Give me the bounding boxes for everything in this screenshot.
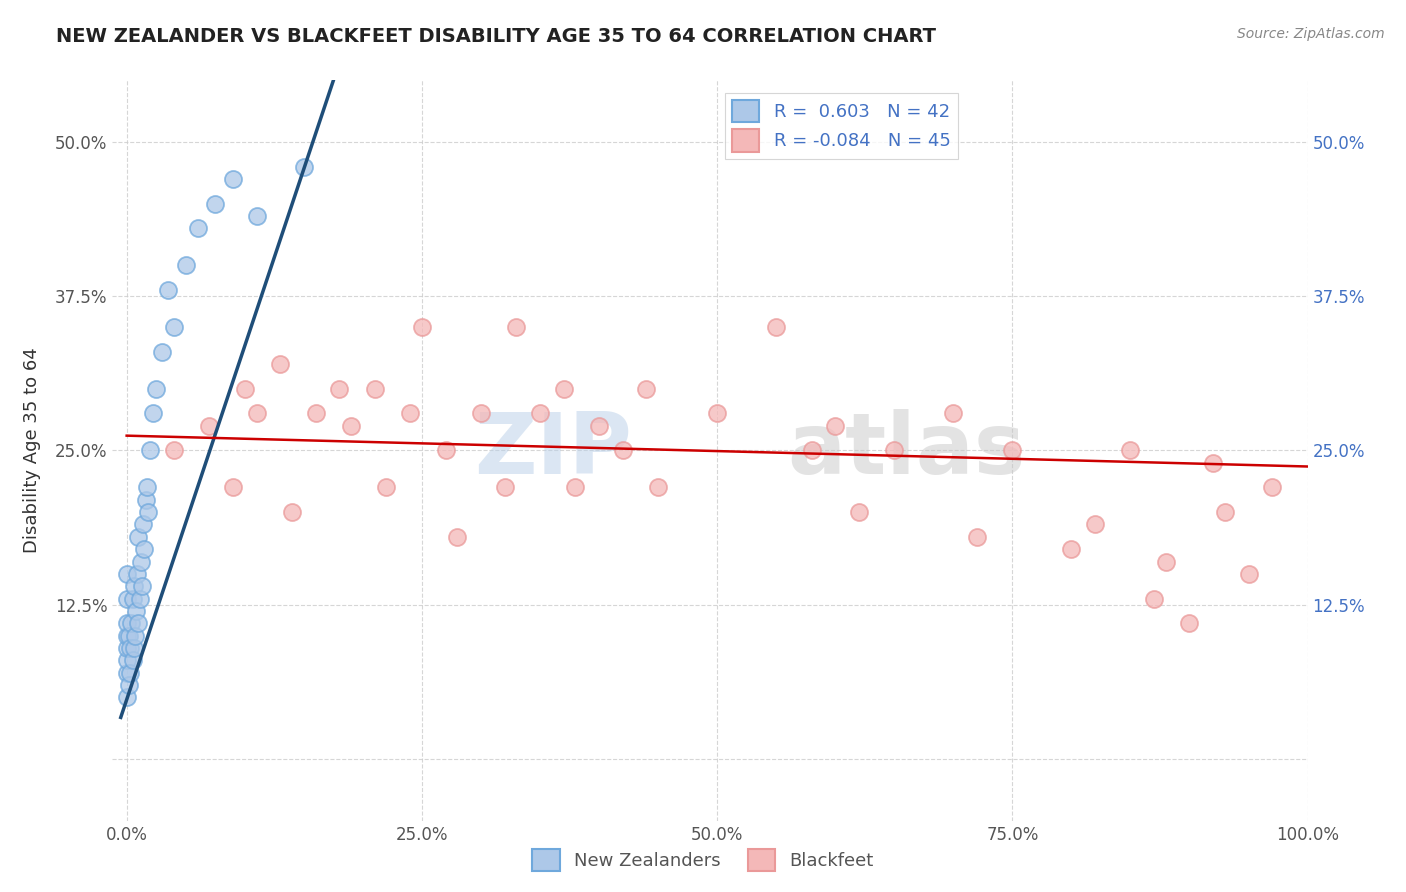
Point — [136, 505, 159, 519]
Point — [139, 443, 162, 458]
Point — [115, 690, 138, 705]
Point — [186, 221, 208, 235]
Point — [145, 382, 167, 396]
Legend: R =  0.603   N = 42, R = -0.084   N = 45: R = 0.603 N = 42, R = -0.084 N = 45 — [725, 93, 957, 159]
Point — [127, 530, 149, 544]
Point — [1213, 505, 1236, 519]
Point — [150, 344, 173, 359]
Point — [765, 320, 787, 334]
Point — [375, 481, 398, 495]
Point — [120, 665, 142, 680]
Point — [118, 678, 141, 692]
Point — [127, 566, 149, 581]
Point — [706, 407, 728, 421]
Point — [281, 505, 304, 519]
Point — [411, 320, 433, 334]
Point — [1261, 481, 1284, 495]
Point — [118, 629, 141, 643]
Point — [132, 517, 155, 532]
Point — [1060, 542, 1083, 557]
Y-axis label: Disability Age 35 to 64: Disability Age 35 to 64 — [22, 348, 41, 553]
Point — [1154, 554, 1177, 569]
Point — [883, 443, 905, 458]
Point — [142, 407, 165, 421]
Point — [434, 443, 457, 458]
Point — [115, 566, 138, 581]
Point — [292, 160, 315, 174]
Point — [128, 591, 150, 606]
Point — [505, 320, 527, 334]
Point — [399, 407, 422, 421]
Text: Source: ZipAtlas.com: Source: ZipAtlas.com — [1237, 27, 1385, 41]
Point — [824, 418, 846, 433]
Point — [942, 407, 965, 421]
Point — [163, 320, 186, 334]
Point — [647, 481, 669, 495]
Point — [1202, 456, 1225, 470]
Point — [122, 579, 145, 593]
Point — [198, 418, 221, 433]
Point — [135, 492, 157, 507]
Point — [529, 407, 551, 421]
Point — [204, 196, 226, 211]
Point — [245, 407, 267, 421]
Point — [245, 209, 267, 223]
Point — [966, 530, 988, 544]
Point — [120, 640, 142, 655]
Point — [1084, 517, 1107, 532]
Point — [156, 283, 179, 297]
Point — [494, 481, 516, 495]
Point — [470, 407, 492, 421]
Point — [122, 640, 145, 655]
Point — [124, 629, 146, 643]
Point — [120, 616, 142, 631]
Point — [446, 530, 468, 544]
Point — [363, 382, 385, 396]
Point — [115, 591, 138, 606]
Point — [222, 172, 245, 186]
Point — [304, 407, 326, 421]
Point — [340, 418, 363, 433]
Point — [135, 481, 157, 495]
Point — [129, 554, 152, 569]
Point — [115, 653, 138, 667]
Legend: New Zealanders, Blackfeet: New Zealanders, Blackfeet — [526, 842, 880, 879]
Point — [612, 443, 634, 458]
Point — [588, 418, 610, 433]
Point — [1143, 591, 1166, 606]
Point — [115, 665, 138, 680]
Point — [174, 259, 197, 273]
Point — [115, 640, 138, 655]
Point — [848, 505, 870, 519]
Text: ZIP: ZIP — [475, 409, 633, 492]
Text: NEW ZEALANDER VS BLACKFEET DISABILITY AGE 35 TO 64 CORRELATION CHART: NEW ZEALANDER VS BLACKFEET DISABILITY AG… — [56, 27, 936, 45]
Point — [328, 382, 350, 396]
Point — [269, 357, 291, 371]
Point — [127, 616, 149, 631]
Text: atlas: atlas — [787, 409, 1026, 492]
Point — [1119, 443, 1142, 458]
Point — [1178, 616, 1201, 631]
Point — [1237, 566, 1260, 581]
Point — [564, 481, 586, 495]
Point — [125, 604, 148, 618]
Point — [1001, 443, 1024, 458]
Point — [222, 481, 245, 495]
Point — [115, 629, 138, 643]
Point — [121, 653, 143, 667]
Point — [121, 591, 143, 606]
Point — [134, 542, 156, 557]
Point — [131, 579, 153, 593]
Point — [233, 382, 256, 396]
Point — [800, 443, 823, 458]
Point — [115, 616, 138, 631]
Point — [163, 443, 186, 458]
Point — [553, 382, 575, 396]
Point — [636, 382, 658, 396]
